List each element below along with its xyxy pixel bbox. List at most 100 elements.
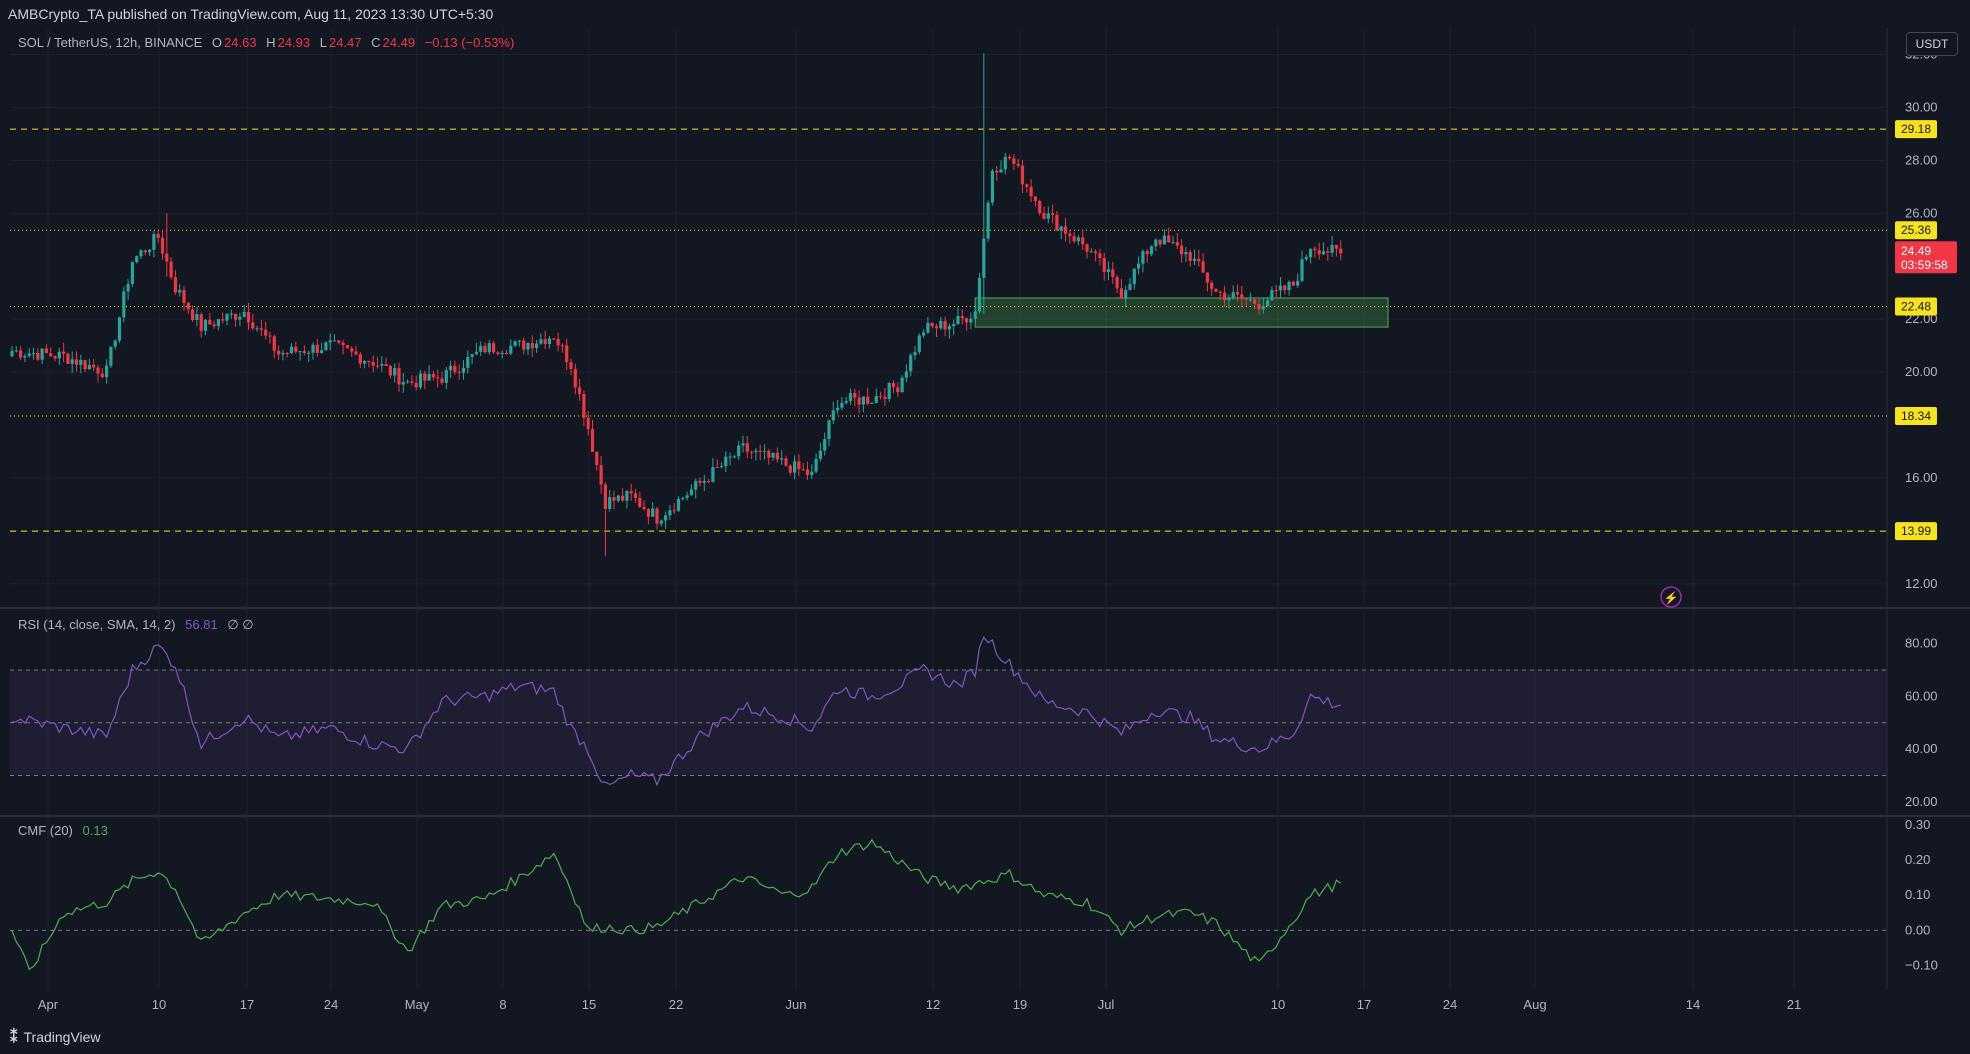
candle-body — [1326, 251, 1330, 253]
candle-body — [866, 396, 870, 404]
candle-body — [977, 277, 982, 312]
candle-body — [246, 311, 251, 323]
candle-body — [879, 395, 883, 397]
close-value: 24.49 — [382, 35, 416, 50]
candle-body — [922, 332, 926, 336]
currency-unit-button[interactable]: USDT — [1906, 32, 1958, 56]
candle-body — [1132, 268, 1136, 285]
candle-body — [182, 290, 186, 303]
cmf-axis-tick: −0.10 — [1905, 957, 1938, 972]
candle-body — [466, 356, 470, 368]
candle-body — [10, 351, 14, 357]
candle-body — [212, 324, 216, 327]
candle-body — [178, 290, 182, 293]
candle-body — [1171, 242, 1175, 244]
candle-body — [676, 498, 681, 511]
candle-body — [113, 340, 117, 347]
candle-body — [337, 340, 341, 343]
candle-body — [1244, 298, 1248, 300]
candle-body — [139, 250, 143, 257]
symbol-label[interactable]: SOL / TetherUS, 12h, BINANCE — [18, 35, 203, 50]
candle-body — [1313, 248, 1317, 251]
candle-body — [891, 383, 896, 388]
candle-body — [277, 350, 281, 355]
candle-body — [754, 450, 758, 453]
candle-body — [513, 341, 517, 346]
candle-body — [616, 495, 620, 501]
candle-body — [719, 466, 724, 468]
x-tick-label: 12 — [926, 997, 940, 1012]
candle-body — [801, 469, 805, 471]
candle-body — [272, 336, 276, 351]
candle-body — [1098, 253, 1102, 259]
candle-body — [1175, 242, 1179, 246]
candle-body — [823, 439, 827, 451]
candle-body — [367, 360, 371, 362]
candle-body — [384, 364, 388, 366]
x-tick-label: 10 — [1271, 997, 1285, 1012]
candle-body — [780, 458, 784, 460]
candle-body — [1261, 306, 1265, 310]
level-tag — [1895, 297, 1937, 316]
candle-body — [818, 450, 822, 459]
candle-body — [79, 360, 83, 365]
candle-body — [582, 394, 586, 418]
candle-body — [1016, 163, 1020, 166]
change-value: −0.13 (−0.53%) — [424, 35, 515, 50]
high-label: H — [266, 35, 276, 50]
candle-body — [40, 348, 44, 360]
level-tag-label: 13.99 — [1901, 524, 1931, 538]
candle-body — [307, 352, 311, 354]
candle-body — [1205, 272, 1209, 283]
candle-body — [732, 456, 736, 458]
candle-body — [707, 480, 711, 482]
candle-body — [535, 343, 539, 349]
candle-body — [578, 387, 582, 395]
candle-body — [431, 373, 435, 378]
candle-body — [414, 382, 418, 388]
candle-body — [87, 364, 91, 370]
candle-body — [242, 311, 246, 317]
candle-body — [917, 335, 921, 353]
x-tick-label: Jun — [786, 997, 807, 1012]
candle-body — [1283, 285, 1287, 291]
candle-body — [522, 340, 526, 350]
candle-body — [1278, 285, 1283, 291]
candle-body — [771, 452, 775, 458]
rsi-label[interactable]: RSI (14, close, SMA, 14, 2) — [18, 617, 176, 632]
candle-body — [345, 345, 349, 349]
candle-body — [1063, 226, 1068, 234]
candle-body — [599, 465, 603, 485]
candle-body — [702, 480, 706, 483]
candle-body — [289, 346, 294, 354]
last-price-countdown: 03:59:58 — [1901, 258, 1948, 272]
candle-body — [341, 342, 345, 346]
candle-body — [651, 508, 655, 517]
candle-body — [363, 360, 367, 364]
candle-body — [483, 345, 487, 353]
candle-body — [844, 401, 848, 403]
candle-body — [913, 352, 917, 356]
candle-body — [715, 467, 719, 469]
candle-body — [973, 311, 977, 319]
candle-body — [573, 369, 577, 388]
candle-body — [453, 365, 457, 373]
candle-body — [418, 373, 423, 388]
cmf-label[interactable]: CMF (20) — [18, 823, 73, 838]
candle-body — [831, 410, 835, 421]
candle-body — [655, 508, 659, 524]
x-tick-label: Aug — [1523, 997, 1546, 1012]
candle-body — [1102, 258, 1106, 272]
candle-body — [1235, 292, 1240, 295]
candle-body — [1296, 280, 1300, 286]
candle-body — [547, 338, 552, 345]
candle-body — [500, 353, 504, 355]
candle-body — [1309, 248, 1313, 258]
candle-body — [874, 395, 878, 403]
tradingview-logo[interactable]: ⁑ TradingView — [10, 1028, 101, 1046]
candle-body — [487, 343, 491, 353]
x-tick-label: 21 — [1787, 997, 1801, 1012]
candle-body — [23, 355, 27, 358]
candle-body — [517, 340, 521, 342]
